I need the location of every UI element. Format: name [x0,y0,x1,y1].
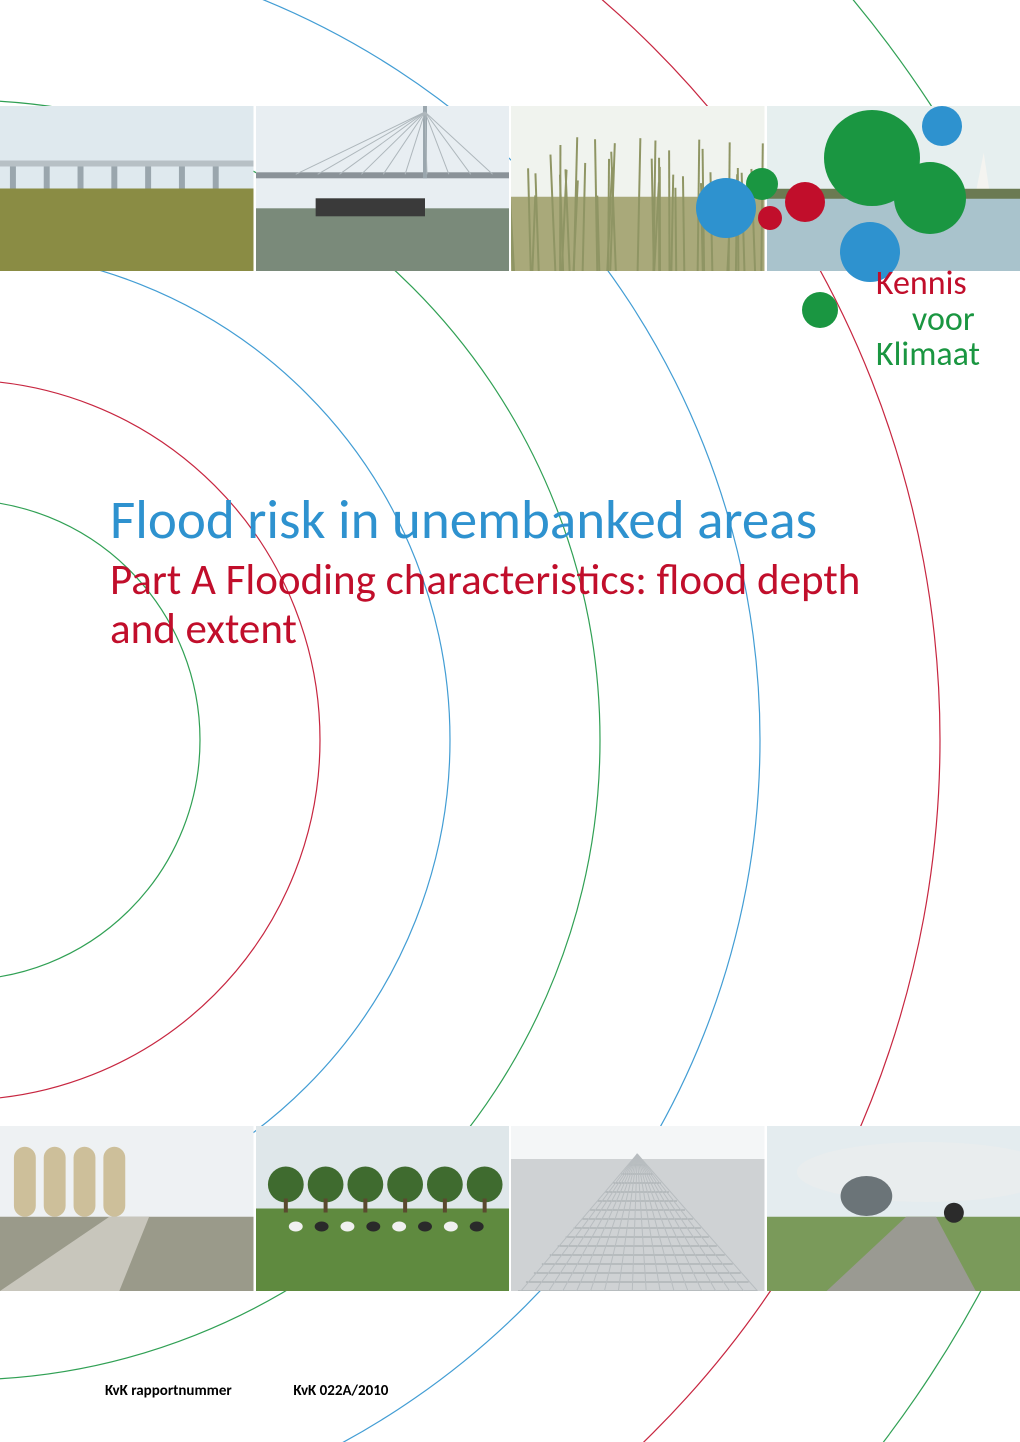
photo-panel [0,1126,254,1291]
logo-line-1: Kennis [876,266,980,302]
logo-kennis-voor-klimaat: Kennis voor Klimaat [610,100,990,360]
photo-panel [256,106,510,271]
document-subtitle: Part A Flooding characteristics: flood d… [110,555,900,654]
logo-line-3: Klimaat [876,337,980,373]
logo-text: Kennis voor Klimaat [876,266,980,373]
photo-panel [0,106,254,271]
logo-line-2: voor [876,302,980,338]
report-number-label: KvK rapportnummer [105,1382,290,1400]
photo-panel [767,1126,1020,1291]
report-number-value: KvK 022A/2010 [293,1382,388,1400]
document-title: Flood risk in unembanked areas [110,490,900,551]
title-block: Flood risk in unembanked areas Part A Fl… [110,490,900,653]
report-number: KvK rapportnummer KvK 022A/2010 [105,1382,388,1400]
photo-panel [256,1126,510,1291]
bottom-photo-strip [0,1126,1020,1291]
photo-panel [511,1126,765,1291]
